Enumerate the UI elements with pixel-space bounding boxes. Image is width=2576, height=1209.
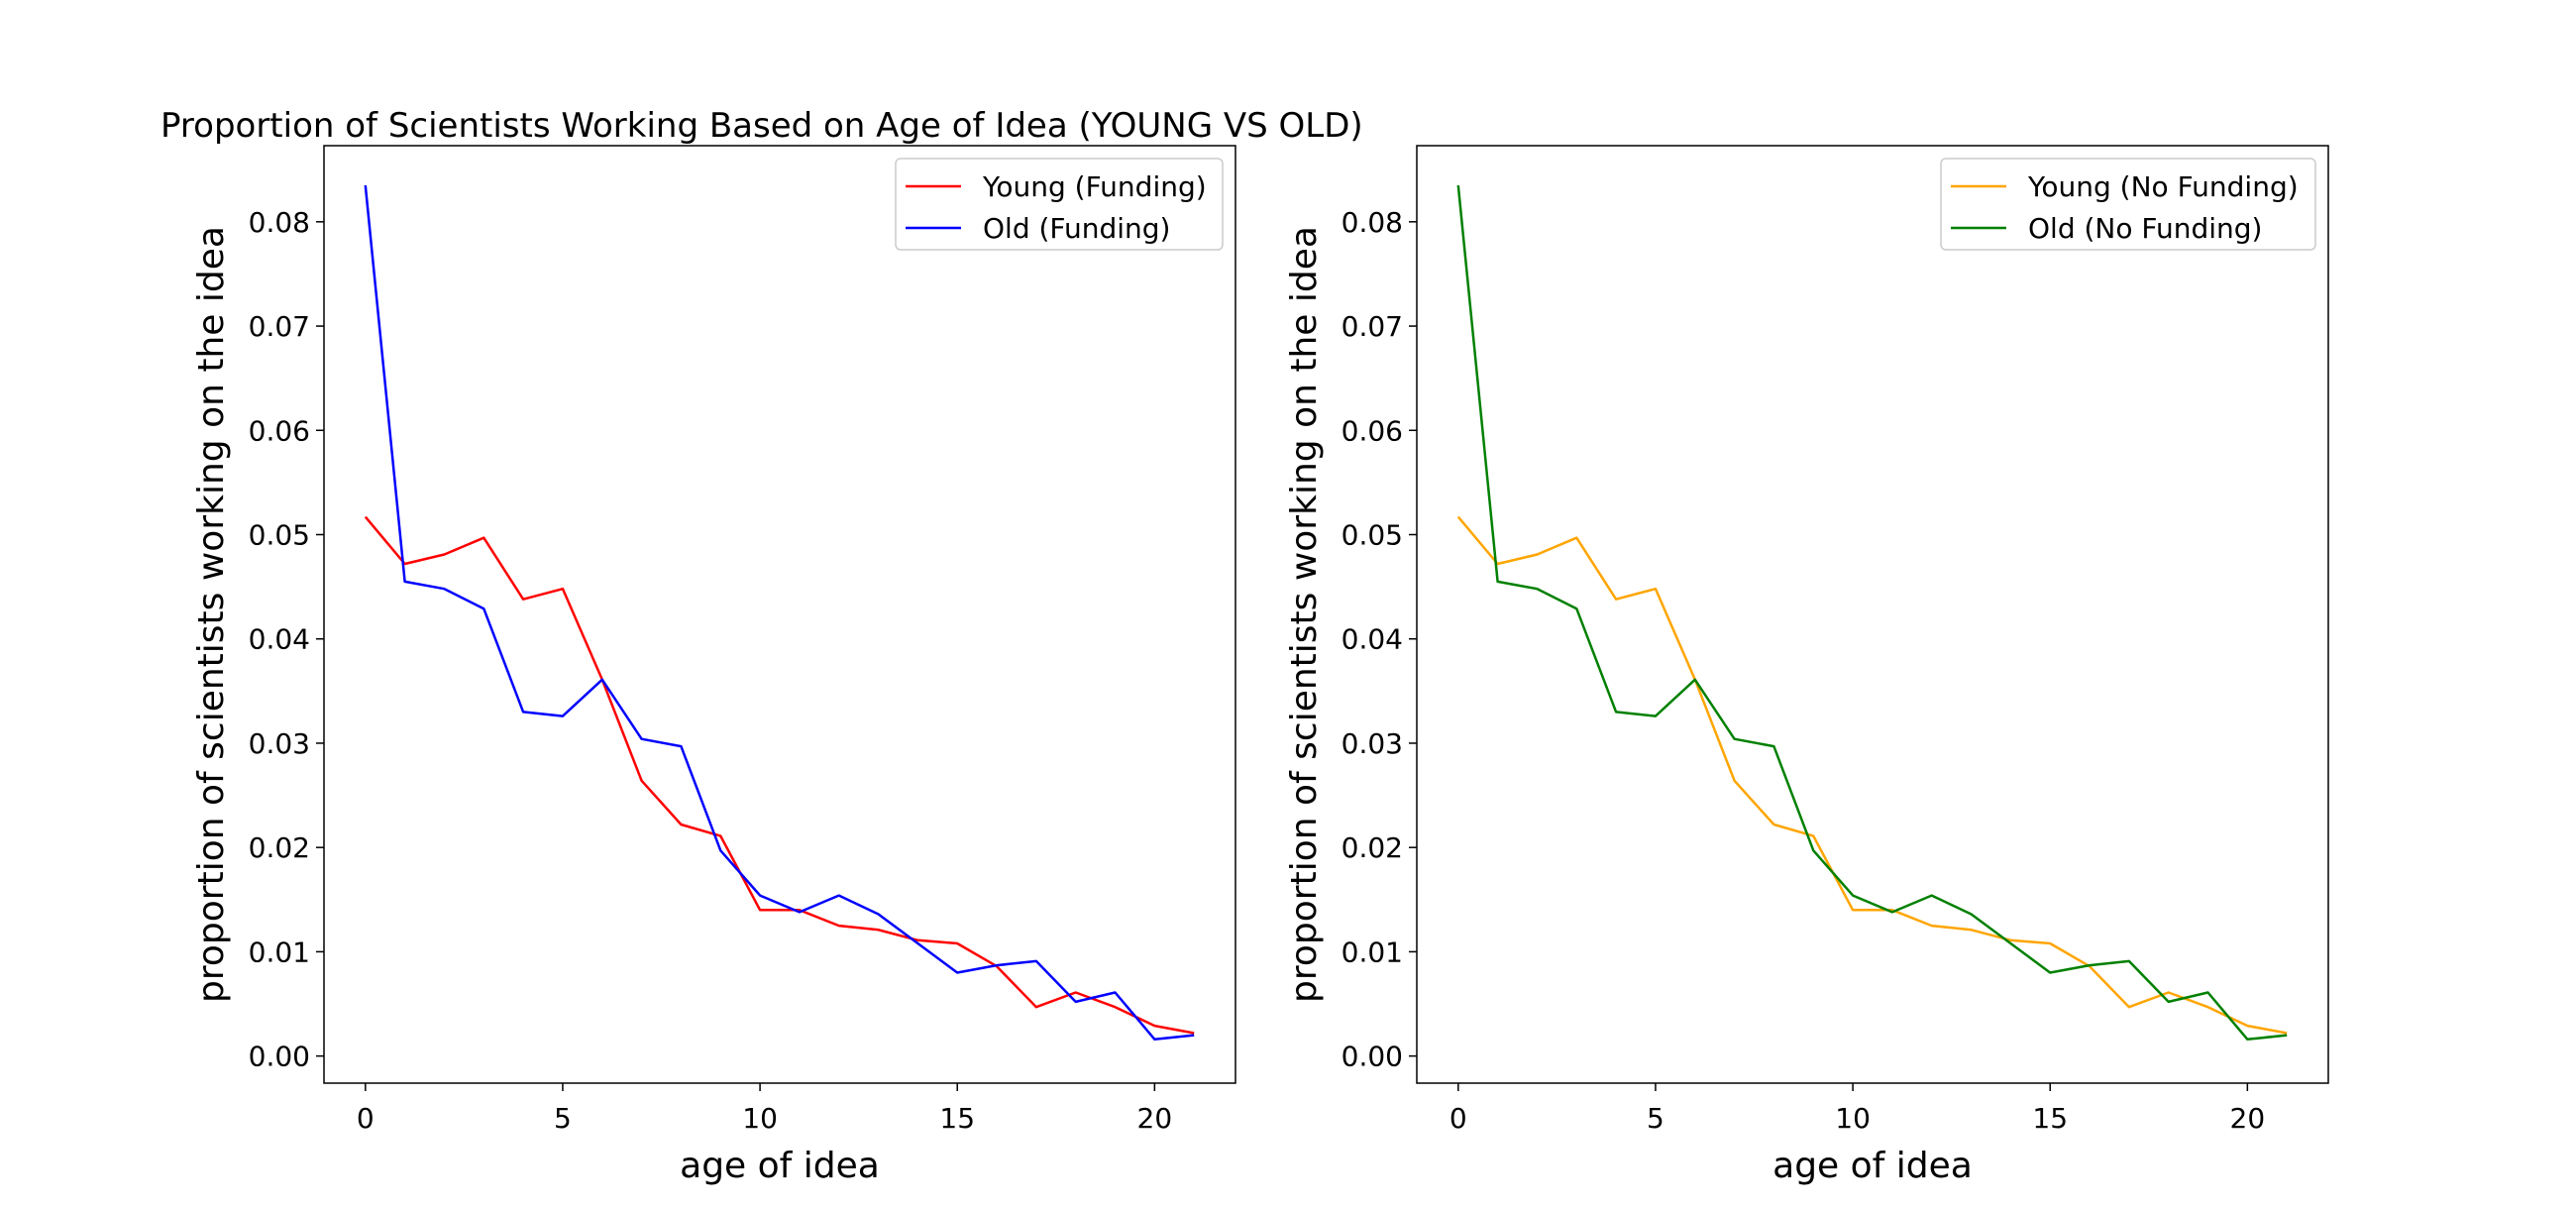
y-axis-label: proportion of scientists working on the … — [1284, 226, 1325, 1003]
series-line-young — [1456, 515, 2288, 1035]
y-tick-label: 0.08 — [249, 206, 310, 239]
axes-frame — [1416, 145, 2329, 1084]
x-tick-label: 20 — [2230, 1102, 2266, 1135]
y-tick-label: 0.02 — [249, 831, 310, 864]
y-tick-label: 0.04 — [249, 623, 310, 656]
y-tick-label: 0.01 — [1342, 935, 1403, 968]
y-tick-label: 0.00 — [1342, 1041, 1403, 1073]
legend-entry: Old (Funding) — [983, 212, 1170, 245]
y-tick-label: 0.00 — [249, 1041, 310, 1073]
y-tick-label: 0.08 — [1342, 206, 1403, 239]
axes-frame — [323, 145, 1236, 1084]
y-tick-label: 0.07 — [1342, 310, 1403, 343]
x-axis-label: age of idea — [1772, 1146, 1973, 1186]
x-tick-label: 20 — [1137, 1102, 1173, 1135]
legend-entry: Young (Funding) — [982, 170, 1207, 203]
y-tick-label: 0.05 — [249, 519, 310, 552]
x-tick-label: 0 — [357, 1102, 375, 1135]
y-tick-label: 0.06 — [249, 414, 310, 447]
chart-funding: 0 5 10 15 20 0.00 0.01 0.02 0.03 0.04 0.05 0.06 0.07… — [191, 145, 1236, 1186]
figure-title: Proportion of Scientists Working Based o… — [161, 106, 1363, 146]
x-tick-label: 15 — [939, 1102, 975, 1135]
x-tick-label: 0 — [1449, 1102, 1467, 1135]
legend-entry: Young (No Funding) — [2027, 170, 2299, 203]
x-tick-label: 5 — [554, 1102, 572, 1135]
series-line-old — [364, 184, 1195, 1042]
x-axis-label: age of idea — [680, 1146, 880, 1186]
x-tick-label: 15 — [2032, 1102, 2068, 1135]
y-tick-label: 0.03 — [249, 727, 310, 760]
x-tick-label: 10 — [742, 1102, 778, 1135]
x-tick-label: 10 — [1835, 1102, 1871, 1135]
y-tick-label: 0.07 — [249, 310, 310, 343]
legend-entry: Old (No Funding) — [2028, 212, 2262, 245]
legend-box — [895, 158, 1224, 251]
y-tick-label: 0.02 — [1342, 831, 1403, 864]
y-axis-label: proportion of scientists working on the … — [191, 226, 232, 1003]
x-tick-label: 5 — [1647, 1102, 1664, 1135]
y-tick-label: 0.06 — [1342, 414, 1403, 447]
series-line-young — [364, 515, 1195, 1035]
legend-box — [1940, 158, 2316, 251]
series-line-old — [1456, 184, 2288, 1042]
y-tick-label: 0.04 — [1342, 623, 1403, 656]
y-tick-label: 0.05 — [1342, 519, 1403, 552]
y-tick-label: 0.01 — [249, 935, 310, 968]
chart-no-funding: 0 5 10 15 20 0.00 0.01 0.02 0.03 0.04 0.05 0.06 0.07… — [1284, 145, 2329, 1186]
y-tick-label: 0.03 — [1342, 727, 1403, 760]
